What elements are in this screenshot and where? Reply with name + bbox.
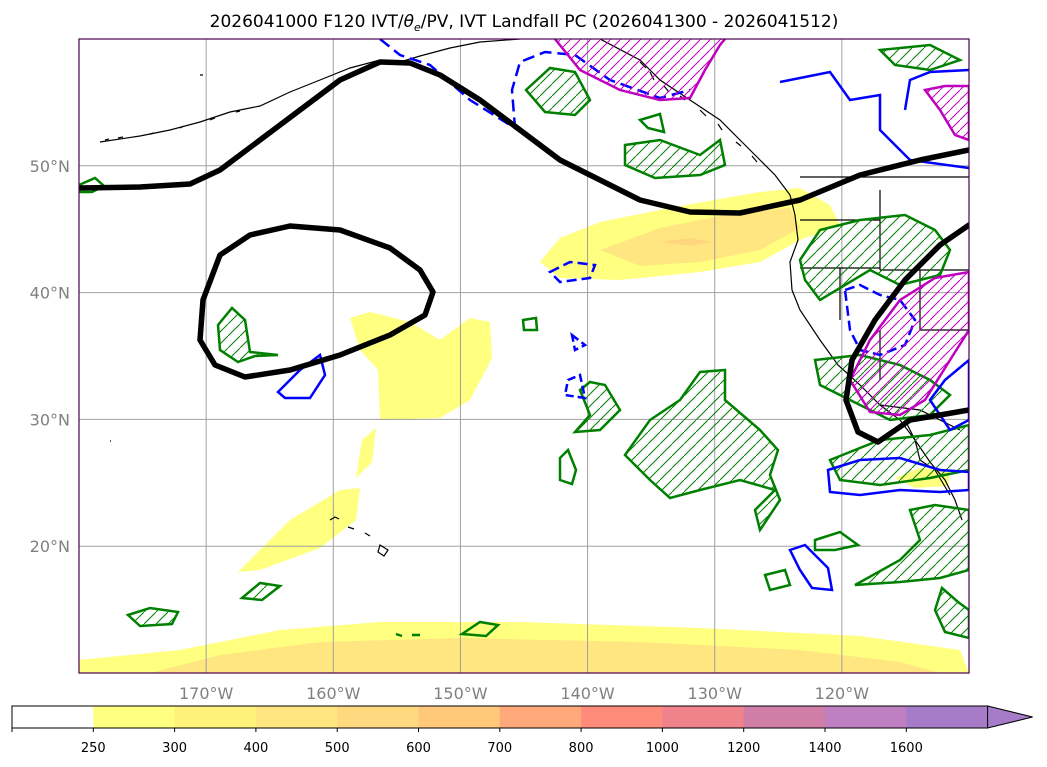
colorbar-segment xyxy=(255,706,338,728)
aleutian-dots xyxy=(104,74,241,141)
green-contour-3 xyxy=(125,606,180,628)
map-plot-area xyxy=(79,39,969,673)
colorbar-segment xyxy=(418,706,501,728)
colorbar-segment xyxy=(581,706,663,728)
ivt-fill-eastpac-max xyxy=(660,238,712,246)
latitude-labels: 20°N 30°N 40°N 50°N xyxy=(30,157,70,556)
green-contour-8 xyxy=(877,43,964,72)
colorbar-label: 1400 xyxy=(808,741,841,756)
colorbar-segment xyxy=(337,706,419,728)
black-contour-closed-low xyxy=(197,223,436,380)
green-contour-15 xyxy=(798,213,952,302)
ivt-fill-eastpac-core xyxy=(600,208,800,266)
colorbar-label: 1200 xyxy=(727,741,760,756)
black-contours xyxy=(79,59,969,445)
lat-label: 20°N xyxy=(30,537,70,556)
green-contour-21 xyxy=(395,632,420,638)
lon-label: 120°W xyxy=(815,684,870,703)
colorbar-segment xyxy=(906,706,989,728)
green-contour-12 xyxy=(558,447,578,486)
blue-contour-ne xyxy=(903,68,969,111)
hawaii-islands xyxy=(329,516,389,557)
lon-label: 140°W xyxy=(560,684,615,703)
green-contour-20 xyxy=(458,620,501,638)
colorbar-extend-arrow xyxy=(987,705,1033,729)
green-contour-5 xyxy=(524,66,592,117)
ivt-fill-hawaii-streak xyxy=(238,488,360,572)
map-frame xyxy=(78,38,970,674)
colorbar-segment xyxy=(825,706,907,728)
colorbar-segment xyxy=(499,706,582,728)
colorbar-segment xyxy=(93,706,176,728)
ivt-shading xyxy=(79,188,969,673)
green-contour-4 xyxy=(238,581,284,602)
ivt-colorbar: 250 300 400 500 600 700 800 1000 1200 1400 1600 xyxy=(11,705,1033,756)
colorbar-label: 500 xyxy=(325,741,350,756)
green-contour-17 xyxy=(828,423,969,487)
lat-label: 40°N xyxy=(30,284,70,303)
green-contour-18 xyxy=(854,503,969,587)
blue-contour-3 xyxy=(826,456,969,497)
colorbar-label: 1000 xyxy=(646,741,679,756)
lon-label: 160°W xyxy=(306,684,361,703)
lat-label: 30°N xyxy=(30,410,70,429)
lon-label: 130°W xyxy=(688,684,743,703)
green-contour-11 xyxy=(623,368,782,534)
longitude-labels: 170°W 160°W 150°W 140°W 130°W 120°W xyxy=(179,684,869,703)
green-contour-2 xyxy=(216,306,279,364)
lat-label: 50°N xyxy=(30,157,70,176)
colorbar-label: 400 xyxy=(243,741,268,756)
colorbar-label: 700 xyxy=(487,741,512,756)
green-contour-7 xyxy=(623,137,727,180)
colorbar-segment xyxy=(743,706,826,728)
colorbar-segment xyxy=(12,706,94,728)
green-contour-19 xyxy=(933,585,969,640)
magenta-contour-ne xyxy=(922,84,969,142)
green-contour-9 xyxy=(521,316,539,332)
magenta-contour-sw-us xyxy=(848,270,969,417)
blue-contour-2 xyxy=(788,543,834,592)
magenta-contours xyxy=(554,39,969,417)
colorbar-segment xyxy=(174,706,257,728)
ivt-fill-small-streak xyxy=(356,428,376,478)
black-contour-jet xyxy=(79,59,969,216)
green-contour-6 xyxy=(637,112,666,134)
colorbar-label: 1600 xyxy=(890,741,923,756)
blue-contour-4 xyxy=(928,358,969,432)
green-contour-10 xyxy=(572,380,622,434)
colorbar-label: 800 xyxy=(569,741,594,756)
lon-label: 170°W xyxy=(179,684,234,703)
green-contour-13 xyxy=(813,530,862,552)
blue-dashed-contour-3 xyxy=(563,373,587,400)
magenta-contour-north xyxy=(554,39,726,102)
blue-contour-1 xyxy=(276,352,327,400)
ivt-fill-southern-core xyxy=(150,638,940,673)
figure-title: 2026041000 F120 IVT/θe/PV, IVT Landfall … xyxy=(210,12,839,34)
colorbar-label: 600 xyxy=(406,741,431,756)
colorbar-label: 300 xyxy=(162,741,187,756)
colorbar-label: 250 xyxy=(81,741,106,756)
lon-label: 150°W xyxy=(433,684,488,703)
black-contour-trough xyxy=(843,222,969,445)
green-contour-14 xyxy=(763,568,792,592)
colorbar-segment xyxy=(662,706,745,728)
blue-dashed-contour-1 xyxy=(547,260,597,284)
